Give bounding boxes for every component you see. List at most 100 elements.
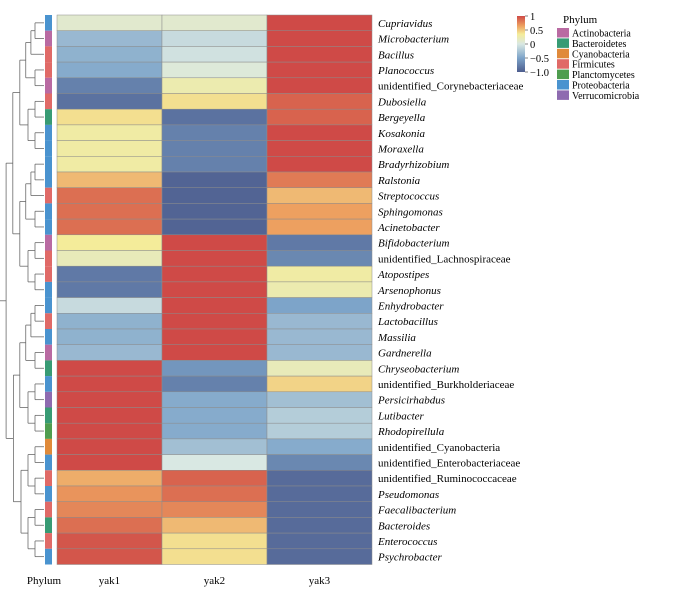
row-label: Bifidobacterium [378,238,450,250]
heatmap-cell [161,124,268,141]
heatmap-cell [56,407,163,424]
heatmap-cell [266,46,373,63]
row-label: Acinetobacter [377,222,440,234]
heatmap-cell [56,14,163,31]
heatmap-cell [161,187,268,204]
legend-label: Proteobacteria [572,81,630,92]
row-label: Bacillus [378,49,414,61]
row-label: Streptococcus [378,191,439,203]
column-label: yak3 [309,575,331,587]
heatmap-cell [56,77,163,94]
heatmap-cell [56,46,163,63]
row-label: unidentified_Lachnospiraceae [378,253,511,265]
row-label: unidentified_Corynebacteriaceae [378,81,523,93]
phylum-bar-segment [45,156,52,172]
heatmap-cell [161,218,268,236]
heatmap-cell [266,454,373,471]
row-label: unidentified_Burkholderiaceae [378,379,514,391]
heatmap-cell [161,438,268,455]
heatmap-cell [266,108,373,126]
phylum-bar-segment [45,109,52,125]
legend-label: Bacteroidetes [572,39,627,50]
phylum-bar-segment [45,329,52,345]
legend-swatch [557,69,569,80]
heatmap-cell [56,250,163,267]
row-label: Lutibacter [377,410,425,422]
row-label: Planococcus [377,65,434,77]
heatmap-cell [161,93,268,110]
heatmap-cell [161,328,268,345]
heatmap-cell [56,470,163,487]
heatmap-cell [266,485,373,502]
heatmap-cell [56,360,163,377]
heatmap-cell [56,517,163,534]
heatmap-cell [266,30,373,47]
heatmap-cell [56,93,163,110]
phylum-bar-segment [45,266,52,282]
heatmap-cell [266,391,373,408]
heatmap-cell [161,422,268,440]
phylum-bar-segment [45,250,52,267]
heatmap-cell [266,501,373,518]
heatmap-cell [56,501,163,518]
phylum-bar-segment [45,470,52,486]
heatmap-cell [161,156,268,173]
row-label: Cupriavidus [378,18,432,30]
phylum-bar-segment [45,407,52,424]
heatmap-cell [266,517,373,534]
column-label: yak2 [204,575,225,587]
phylum-bar-segment [45,30,52,47]
color-scale-tick-label: −0.5 [530,54,549,65]
heatmap-cell [161,281,268,298]
heatmap-cell [161,265,268,283]
heatmap-cell [161,344,268,361]
heatmap-cell [56,265,163,283]
row-label: Moraxella [377,143,424,155]
heatmap-cell [161,61,268,79]
heatmap-cell [56,454,163,471]
heatmap-cell [161,250,268,267]
heatmap-cell [56,203,163,220]
heatmap-cell [161,548,268,565]
phylum-bar-segment [45,517,52,534]
heatmap-cell [266,281,373,298]
phylum-bar-segment [45,376,52,392]
heatmap-cell [56,391,163,408]
heatmap-cell [161,77,268,94]
heatmap-cell [266,548,373,565]
phylum-bar-segment [45,548,52,565]
heatmap-cell [266,532,373,550]
color-scale-tick-label: 1 [530,12,535,23]
heatmap-cell [56,485,163,502]
heatmap-cell [266,156,373,173]
row-label: Lactobacillus [377,316,438,328]
phylum-bar-segment [45,77,52,94]
row-label: Rhodopirellula [377,426,445,438]
heatmap-cell [161,297,268,314]
heatmap-cell [266,297,373,314]
row-label: Gardnerella [378,348,432,360]
heatmap-cell [266,203,373,220]
heatmap-cell [56,548,163,565]
heatmap-cell [56,297,163,314]
heatmap-cell [266,360,373,377]
heatmap-cell [56,187,163,204]
phylum-bar-segment [45,203,52,220]
heatmap-cell [266,218,373,236]
heatmap-cell [56,218,163,236]
heatmap-cell [266,344,373,361]
heatmap-cell [161,30,268,47]
row-label: Ralstonia [377,175,421,187]
phylum-bar-segment [45,391,52,408]
column-labels: Phylum yak1 yak2 yak3 [27,575,331,587]
heatmap-cell [161,203,268,220]
heatmap-cell [56,313,163,330]
legend-swatch [557,59,569,69]
heatmap-cell [266,171,373,188]
heatmap-cell [56,281,163,298]
phylum-bar-segment [45,501,52,518]
phylum-bar-segment [45,454,52,471]
heatmap-cell [56,124,163,141]
legend-swatch [557,48,569,59]
